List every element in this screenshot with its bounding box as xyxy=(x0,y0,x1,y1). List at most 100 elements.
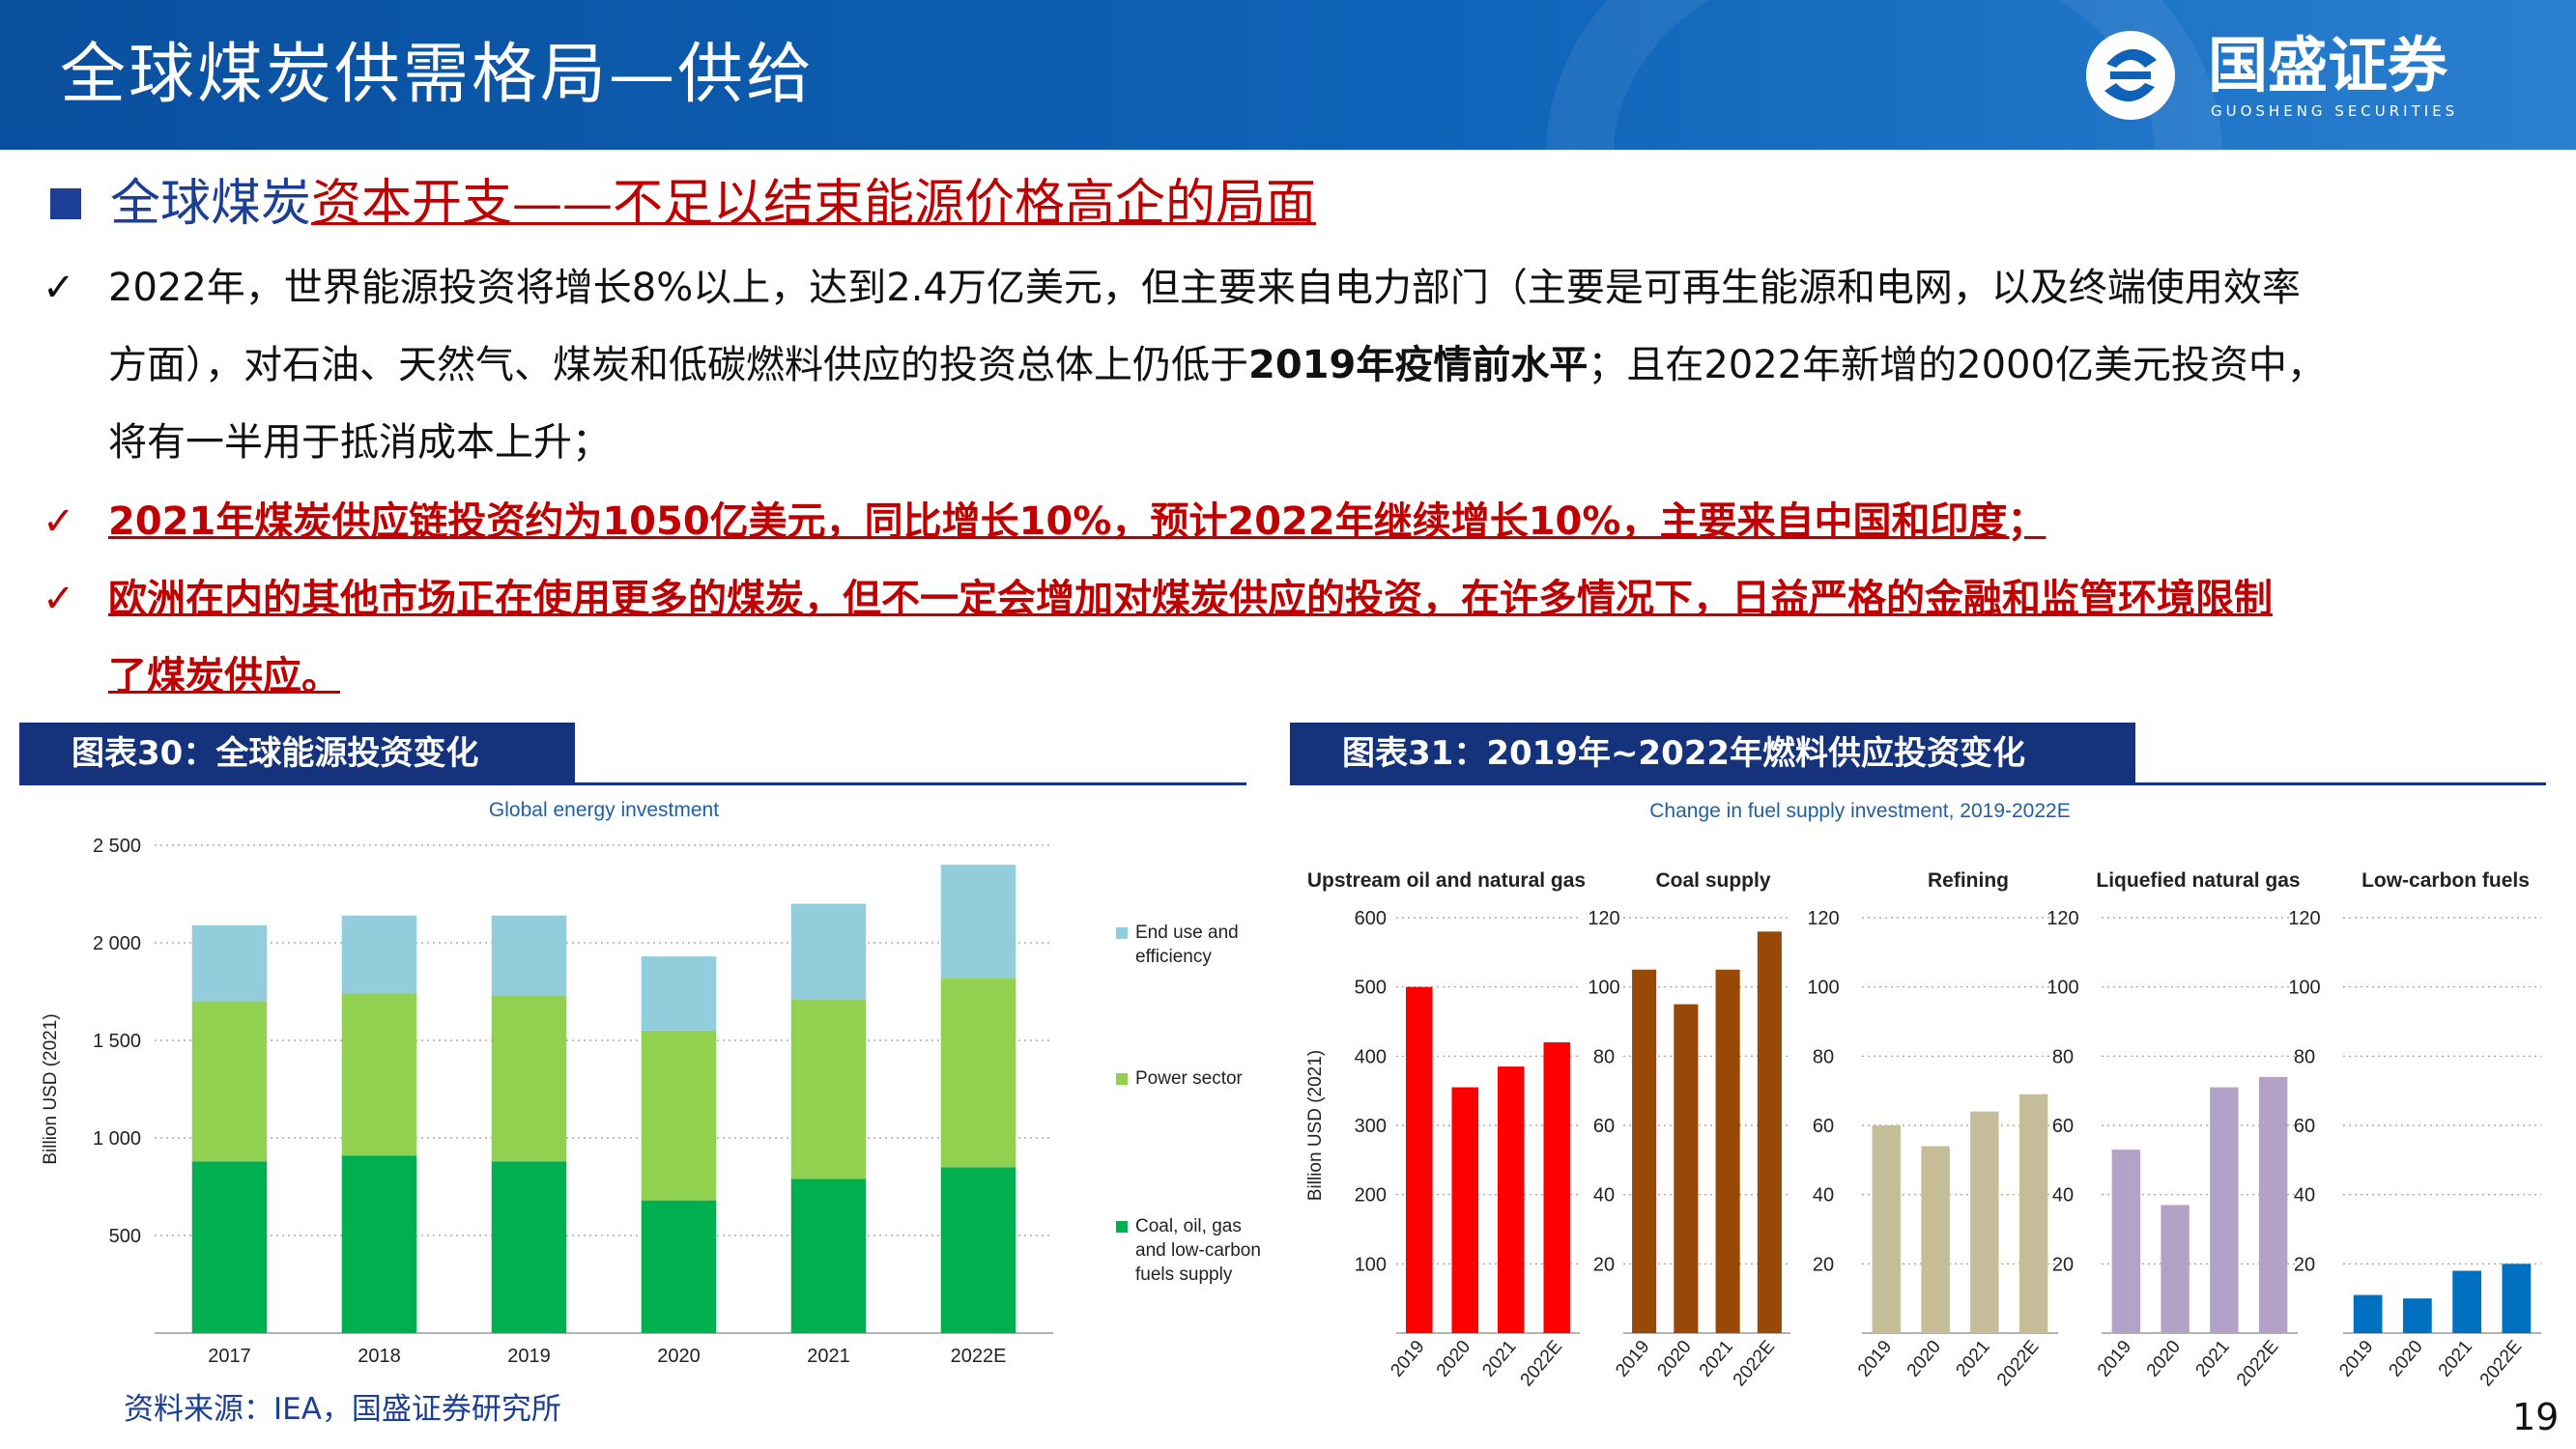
x-tick-label: 2019 xyxy=(1612,1337,1653,1381)
y-axis-label: Billion USD (2021) xyxy=(1305,1050,1326,1201)
y-tick-label: 100 xyxy=(2288,978,2320,999)
bar-segment xyxy=(191,1001,268,1162)
check-mark-icon: ✓ xyxy=(43,499,75,544)
bar xyxy=(2452,1270,2481,1333)
bullet1-line2-a: 方面），对石油、天然气、煤炭和低碳燃料供应的投资总体上仍低于 xyxy=(108,343,1248,387)
y-tick-label: 120 xyxy=(2288,908,2320,929)
y-tick-label: 80 xyxy=(2294,1046,2315,1067)
bar-segment xyxy=(790,1179,867,1333)
bar-segment xyxy=(641,1030,717,1201)
y-tick-label: 600 xyxy=(1355,908,1387,929)
bar xyxy=(2502,1264,2532,1333)
x-tick-label: 2019 xyxy=(1854,1337,1896,1381)
fuel-supply-investment-chart: Change in fuel supply investment, 2019-2… xyxy=(1305,800,2541,1391)
y-tick-label: 20 xyxy=(2294,1254,2315,1275)
bar xyxy=(2403,1298,2432,1333)
bar-segment xyxy=(491,1161,567,1333)
legend-label: End use and xyxy=(1135,923,1239,943)
legend-swatch xyxy=(1116,1073,1128,1085)
x-tick-label: 2020 xyxy=(1653,1337,1695,1381)
bar xyxy=(2018,1094,2048,1333)
bar xyxy=(1757,931,1782,1333)
x-tick-label: 2020 xyxy=(2143,1337,2185,1381)
y-tick-label: 120 xyxy=(1807,908,1839,929)
y-tick-label: 1 500 xyxy=(93,1031,141,1052)
x-tick-label: 2022E xyxy=(1730,1337,1779,1391)
bullet1-line3: 将有一半用于抵消成本上升； xyxy=(108,420,611,465)
x-tick-label: 2020 xyxy=(657,1346,701,1367)
y-tick-label: 100 xyxy=(2046,978,2078,999)
y-tick-label: 200 xyxy=(1355,1185,1387,1207)
chart-title: Change in fuel supply investment, 2019-2… xyxy=(1649,800,2070,822)
bar-segment xyxy=(341,1155,417,1333)
figure30-rule xyxy=(19,782,1246,785)
bar-segment xyxy=(341,993,417,1156)
legend-label: Power sector xyxy=(1135,1068,1244,1089)
logo-subtext: GUOSHENG SECURITIES xyxy=(2211,102,2459,120)
bar-segment xyxy=(790,999,867,1179)
bullet3-line2: 了煤炭供应。 xyxy=(108,654,340,698)
figure31-rule xyxy=(1290,782,2546,785)
bar xyxy=(1497,1066,1525,1333)
panel-title: Coal supply xyxy=(1655,869,1770,892)
panel-title: Upstream oil and natural gas xyxy=(1307,869,1586,892)
bar-segment xyxy=(641,1200,717,1333)
y-tick-label: 60 xyxy=(2052,1116,2074,1137)
x-tick-label: 2022E xyxy=(2233,1337,2282,1391)
x-tick-label: 2020 xyxy=(1433,1337,1474,1381)
y-tick-label: 1 000 xyxy=(93,1128,141,1150)
section-title: 全球煤炭资本开支——不足以结束能源价格高企的局面 xyxy=(110,172,1316,236)
y-tick-label: 80 xyxy=(1813,1046,1834,1067)
bar-segment xyxy=(940,1167,1016,1333)
y-tick-label: 40 xyxy=(2052,1185,2074,1207)
bar-segment xyxy=(641,956,717,1031)
x-tick-label: 2017 xyxy=(208,1346,251,1367)
x-tick-label: 2018 xyxy=(358,1346,401,1367)
company-logo: 国盛证券 GUOSHENG SECURITIES xyxy=(2077,27,2503,124)
x-tick-label: 2022E xyxy=(1993,1337,2043,1391)
y-tick-label: 40 xyxy=(1813,1185,1834,1207)
y-tick-label: 120 xyxy=(1588,908,1619,929)
y-tick-label: 2 500 xyxy=(93,836,141,857)
y-tick-label: 500 xyxy=(1355,978,1387,999)
y-tick-label: 60 xyxy=(1593,1116,1615,1137)
bar-segment xyxy=(191,924,268,1002)
legend-label: and low-carbon xyxy=(1135,1240,1261,1261)
y-tick-label: 20 xyxy=(2052,1254,2074,1275)
legend-label: Coal, oil, gas xyxy=(1135,1216,1242,1236)
bar xyxy=(1921,1146,1950,1333)
x-tick-label: 2020 xyxy=(1903,1337,1945,1381)
bar xyxy=(2210,1087,2239,1333)
section-title-part3: ——不足以结束能源价格高企的局面 xyxy=(512,175,1317,233)
y-tick-label: 400 xyxy=(1355,1046,1387,1067)
bar-segment xyxy=(790,903,867,1000)
bar xyxy=(2161,1205,2190,1333)
bullet1-line1: 2022年，世界能源投资将增长8%以上，达到2.4万亿美元，但主要来自电力部门（… xyxy=(108,266,2301,310)
bullet2-text: 2021年煤炭供应链投资约为1050亿美元，同比增长10%，预计2022年继续增… xyxy=(108,499,2046,544)
y-tick-label: 60 xyxy=(1813,1116,1834,1137)
check-mark-icon: ✓ xyxy=(43,266,75,310)
check-mark-icon: ✓ xyxy=(43,577,75,621)
bar xyxy=(1405,986,1433,1333)
bullet1-line2-c: ；且在2022年新增的2000亿美元投资中， xyxy=(1588,343,2326,387)
figure31-title: 图表31：2019年~2022年燃料供应投资变化 xyxy=(1290,723,2135,784)
y-tick-label: 500 xyxy=(109,1226,141,1247)
x-tick-label: 2022E xyxy=(1517,1337,1566,1391)
bar xyxy=(1632,969,1657,1333)
square-bullet-icon xyxy=(50,188,81,219)
bar xyxy=(1674,1004,1699,1333)
y-tick-label: 100 xyxy=(1807,978,1839,999)
bar-segment xyxy=(940,978,1016,1168)
panel-title: Low-carbon fuels xyxy=(2361,869,2530,892)
figure30-title: 图表30：全球能源投资变化 xyxy=(19,723,575,784)
legend-swatch xyxy=(1116,1221,1128,1233)
x-tick-label: 2021 xyxy=(2191,1337,2233,1381)
bar xyxy=(1970,1111,1999,1333)
y-tick-label: 20 xyxy=(1593,1254,1615,1275)
bar xyxy=(1451,1087,1479,1333)
y-tick-label: 80 xyxy=(2052,1046,2074,1067)
y-tick-label: 100 xyxy=(1588,978,1619,999)
legend-swatch xyxy=(1116,927,1128,939)
bullet1-line2: 方面），对石油、天然气、煤炭和低碳燃料供应的投资总体上仍低于2019年疫情前水平… xyxy=(108,338,2326,392)
page-number: 19 xyxy=(2512,1396,2560,1438)
